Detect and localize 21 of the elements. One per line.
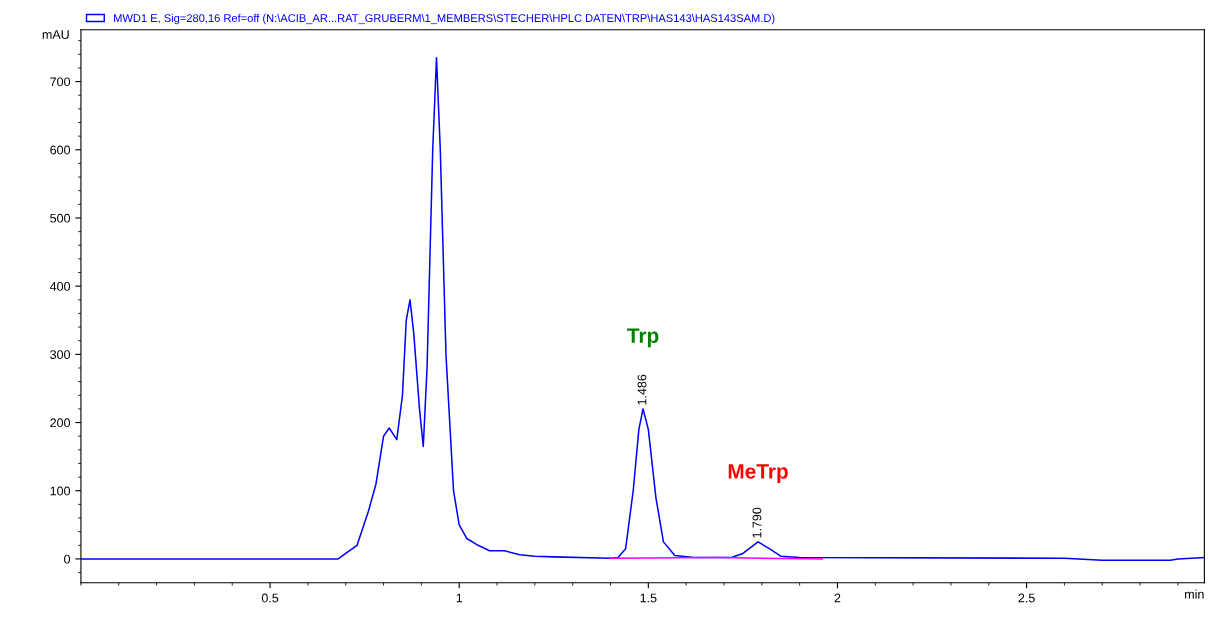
y-axis-title: mAU (42, 30, 69, 39)
x-tick-label: 0.5 (261, 593, 279, 603)
y-tick-label: 500 (50, 213, 71, 223)
x-axis-title: min (1185, 589, 1204, 599)
y-tick-label: 700 (50, 77, 71, 87)
y-tick-label: 300 (50, 350, 71, 360)
annotation: 1.790 (752, 507, 762, 538)
y-tick-label: 0 (64, 554, 71, 564)
x-tick-label: 2 (834, 593, 841, 603)
annotation: Trp (627, 328, 659, 348)
line-series (80, 56, 1205, 562)
x-tick-label: 1 (456, 593, 463, 603)
y-tick-label: 400 (49, 281, 71, 291)
x-tick-label: 1.5 (640, 593, 657, 603)
x-tick-label: 2.5 (1018, 593, 1035, 603)
y-tick-label: 200 (50, 418, 71, 428)
legend-label: MWD1 E, Sig=280,16 Ref=off (N:\ACIB_AR...RAT_GRUBERM\1_MEMBERS\STECHER\HPLC DATEN\TRP\HAS143\HAS143SAM.D) (114, 13, 775, 25)
y-tick-label: 600 (50, 145, 71, 155)
annotation: 1.486 (637, 374, 647, 405)
y-tick-label: 100 (50, 486, 71, 496)
annotation: MeTrp (728, 464, 788, 483)
